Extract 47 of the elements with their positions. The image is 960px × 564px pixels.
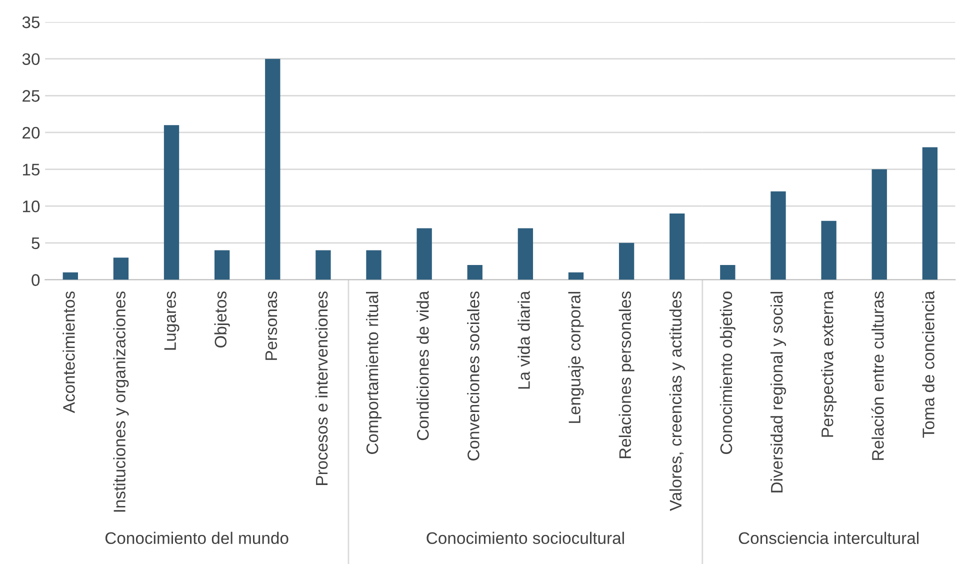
x-tick-label: Conocimiento objetivo <box>720 292 736 454</box>
bar <box>164 125 180 280</box>
x-tick-label: Instituciones y organizaciones <box>113 291 129 512</box>
bar <box>821 220 836 280</box>
bar <box>214 250 230 280</box>
x-tick-label: Relación entre culturas <box>871 291 884 460</box>
y-tick-label: 0 <box>32 274 40 286</box>
x-tick-label: Convenciones sociales <box>467 291 480 460</box>
y-tick-label: 20 <box>22 126 40 139</box>
y-tick-label: 10 <box>22 200 40 212</box>
x-tick-label: La vida diaria <box>518 290 530 389</box>
bar <box>366 250 382 280</box>
bar <box>670 213 685 280</box>
bar <box>518 228 534 280</box>
y-tick-label: 5 <box>32 237 40 250</box>
x-tick-label: Procesos e intervenciones <box>315 291 328 485</box>
bar <box>316 250 331 280</box>
x-tick-label: Toma de conciencia <box>922 290 934 438</box>
x-tick-label: Acontecimientos <box>62 291 75 414</box>
bar <box>62 272 78 280</box>
bar <box>720 265 736 280</box>
bar <box>265 58 280 280</box>
x-tick-label: Valores, creencias y actitudes <box>669 291 685 511</box>
x-tick-label: Perspectiva externa <box>821 290 837 437</box>
x-axis-title: Conocimiento sociocultural <box>426 532 624 544</box>
bar <box>467 265 482 280</box>
y-tick-label: 15 <box>22 164 40 176</box>
x-axis-title: Consciencia intercultural <box>738 532 918 544</box>
x-tick-label: Comportamiento ritual <box>366 292 382 454</box>
x-tick-label: Lugares <box>164 291 180 350</box>
bar <box>618 242 634 280</box>
bar <box>922 147 938 280</box>
x-tick-label: Condiciones de vida <box>416 290 429 440</box>
x-tick-label: Diversidad regional y social <box>770 292 786 492</box>
bar <box>568 272 584 280</box>
x-tick-label: Relaciones personales <box>618 291 634 458</box>
bar <box>770 191 786 280</box>
x-tick-label: Lenguaje corporal <box>568 292 584 423</box>
y-tick-label: 30 <box>22 53 40 66</box>
y-tick-label: 35 <box>22 16 40 28</box>
y-tick-label: 25 <box>22 90 40 102</box>
bar <box>872 169 887 280</box>
x-tick-label: Objetos <box>214 291 230 348</box>
bar <box>113 258 129 280</box>
x-tick-label: Personas <box>265 291 278 360</box>
bar <box>416 228 432 280</box>
x-axis-title: Conocimiento del mundo <box>105 532 288 544</box>
